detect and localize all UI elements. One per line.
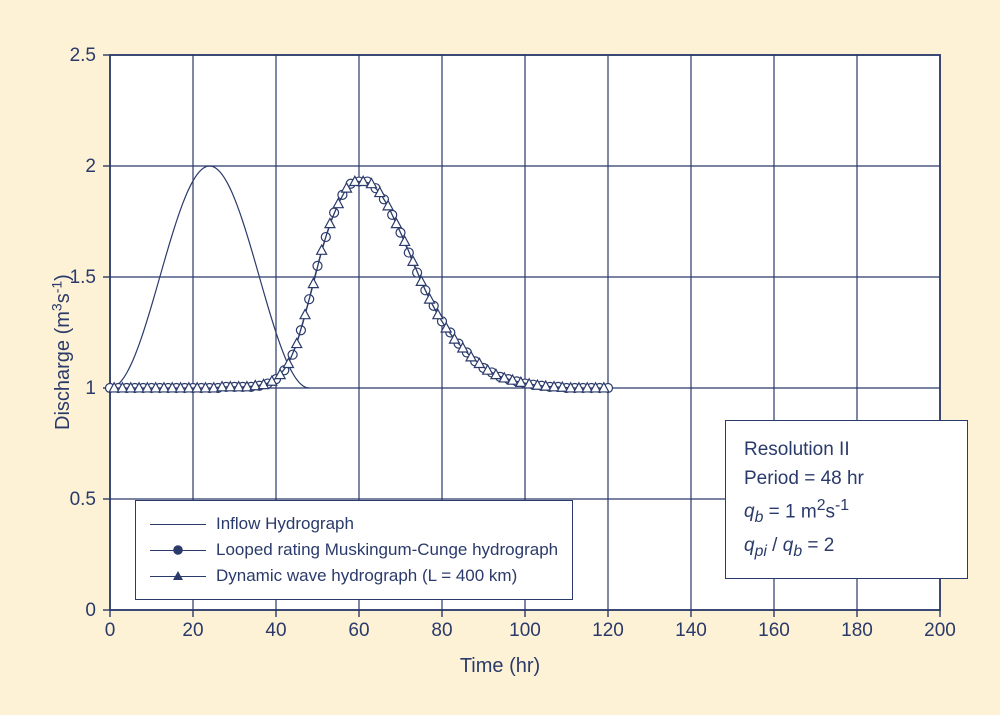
svg-text:0: 0 [85, 600, 96, 621]
info-box: Resolution IIPeriod = 48 hrqb = 1 m2s-1q… [725, 420, 968, 579]
legend-item: Looped rating Muskingum-Cunge hydrograph [150, 537, 558, 563]
svg-text:160: 160 [758, 620, 790, 641]
svg-text:180: 180 [841, 620, 873, 641]
svg-text:2.5: 2.5 [70, 45, 96, 66]
svg-text:20: 20 [182, 620, 203, 641]
legend-swatch [150, 540, 206, 560]
svg-text:80: 80 [431, 620, 452, 641]
svg-text:120: 120 [592, 620, 624, 641]
svg-text:200: 200 [924, 620, 956, 641]
svg-text:100: 100 [509, 620, 541, 641]
info-line: Resolution II [744, 435, 949, 464]
info-line: Period = 48 hr [744, 464, 949, 493]
legend-label: Dynamic wave hydrograph (L = 400 km) [216, 566, 517, 586]
svg-text:140: 140 [675, 620, 707, 641]
info-line: qb = 1 m2s-1 [744, 494, 949, 531]
legend-item: Inflow Hydrograph [150, 511, 558, 537]
chart-svg: 02040608010012014016018020000.511.522.5 [0, 0, 1000, 715]
info-line: qpi / qb = 2 [744, 531, 949, 564]
svg-text:0.5: 0.5 [70, 489, 96, 510]
x-axis-label: Time (hr) [0, 655, 1000, 678]
svg-text:1: 1 [85, 378, 96, 399]
svg-text:60: 60 [348, 620, 369, 641]
svg-text:0: 0 [105, 620, 116, 641]
legend-box: Inflow Hydrograph Looped rating Muskingum… [135, 500, 573, 600]
x-axis-label-text: Time (hr) [460, 655, 540, 677]
svg-text:2: 2 [85, 156, 96, 177]
y-axis-label: Discharge (m3s-1) [48, 274, 75, 430]
legend-label: Looped rating Muskingum-Cunge hydrograph [216, 540, 558, 560]
legend-swatch [150, 566, 206, 586]
svg-text:40: 40 [265, 620, 286, 641]
legend-label: Inflow Hydrograph [216, 514, 354, 534]
y-axis-label-text: Discharge (m3s-1) [52, 274, 74, 430]
legend-swatch [150, 514, 206, 534]
chart-container: 02040608010012014016018020000.511.522.5 … [0, 0, 1000, 715]
legend-item: Dynamic wave hydrograph (L = 400 km) [150, 563, 558, 589]
